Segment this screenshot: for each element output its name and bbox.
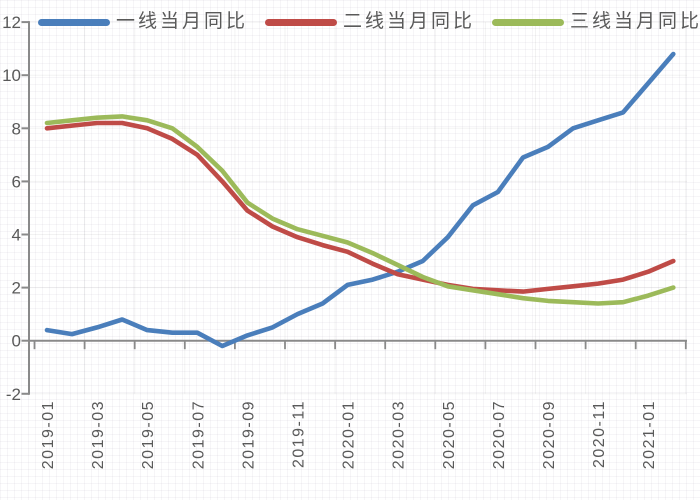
legend-item-tier2[interactable]: 二线当月同比: [265, 12, 475, 32]
legend-item-tier3[interactable]: 三线当月同比: [492, 12, 700, 32]
x-tick-label: 2020-09: [541, 400, 558, 469]
x-tick-label: 2021-01: [641, 400, 658, 469]
y-tick-label: 12: [2, 13, 21, 32]
x-tick-label: 2020-03: [391, 400, 408, 469]
x-tick-label: 2019-05: [140, 400, 157, 469]
x-tick-label: 2020-01: [341, 400, 358, 469]
x-tick-label: 2020-05: [441, 400, 458, 469]
y-tick-label: 10: [2, 66, 21, 85]
tier2-line-swatch: [265, 18, 338, 26]
tier1-line-swatch: [38, 18, 110, 26]
x-tick-label: 2019-03: [90, 400, 107, 469]
y-tick-label: 8: [12, 119, 21, 138]
x-tick-label: 2019-11: [291, 400, 308, 468]
x-tick-label: 2020-11: [591, 400, 608, 468]
series-line-tier2: [44, 120, 676, 294]
x-tick-label: 2020-07: [491, 400, 508, 469]
chart-legend: 一线当月同比 二线当月同比 三线当月同比: [38, 12, 700, 32]
x-tick-label: 2019-01: [40, 400, 57, 469]
y-tick-label: 0: [12, 332, 21, 351]
y-tick-label: 2: [12, 279, 21, 298]
y-tick-label: -2: [6, 385, 21, 404]
legend-item-tier1[interactable]: 一线当月同比: [38, 12, 248, 32]
tier2-legend-label: 二线当月同比: [343, 11, 476, 32]
y-tick-label: 4: [12, 226, 21, 245]
tier3-legend-label: 三线当月同比: [570, 11, 700, 32]
tier3-line-swatch: [492, 18, 565, 26]
series-line-tier1: [44, 51, 676, 349]
x-tick-label: 2019-09: [240, 400, 257, 469]
series-line-tier3: [44, 114, 676, 306]
tier1-legend-label: 一线当月同比: [116, 11, 249, 32]
x-tick-label: 2019-07: [190, 400, 207, 469]
y-tick-label: 6: [12, 172, 21, 191]
